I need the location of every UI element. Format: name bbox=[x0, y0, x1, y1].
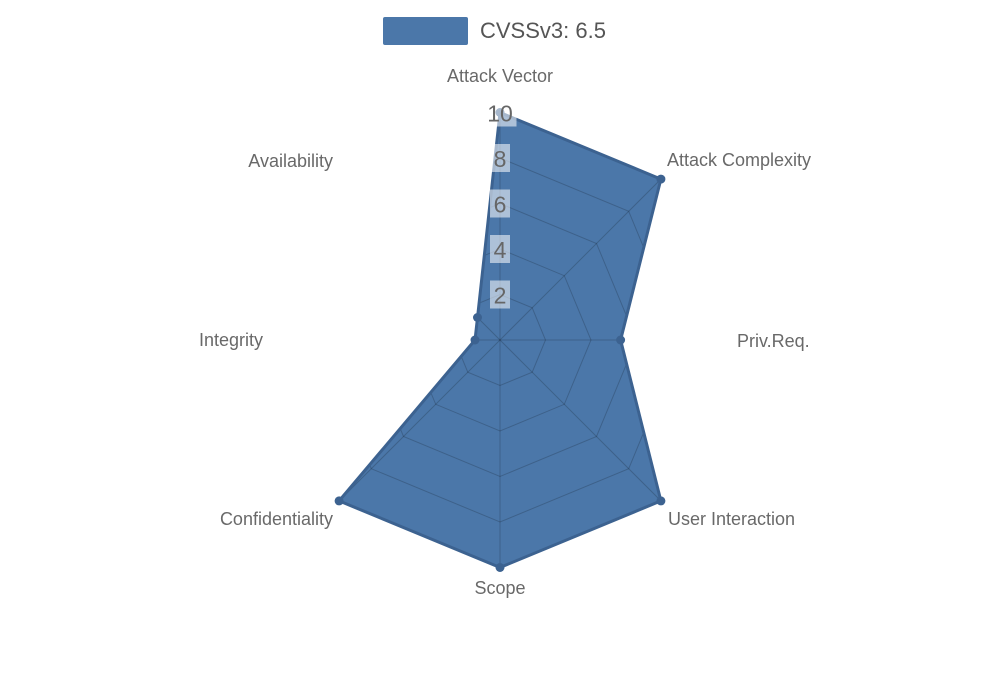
radial-tick-label: 4 bbox=[494, 237, 507, 263]
axis-label-user-interaction: User Interaction bbox=[668, 509, 795, 529]
grid-spoke bbox=[339, 339, 501, 502]
vertex-marker[interactable] bbox=[334, 496, 344, 506]
legend-swatch-icon bbox=[383, 17, 468, 45]
radial-tick-label: 10 bbox=[487, 101, 513, 127]
radial-tick: 4 bbox=[490, 235, 510, 263]
radial-tick: 8 bbox=[490, 144, 510, 172]
axis-label-availability: Availability bbox=[248, 151, 333, 171]
axis-label-confidentiality: Confidentiality bbox=[220, 509, 333, 529]
vertex-marker[interactable] bbox=[495, 563, 505, 572]
radial-tick: 10 bbox=[483, 98, 517, 127]
radial-tick-bg bbox=[490, 280, 510, 309]
radar-series-fill[interactable] bbox=[339, 112, 661, 568]
radial-tick-bg bbox=[490, 144, 510, 172]
axis-label-attack-complexity: Attack Complexity bbox=[667, 150, 811, 170]
axis-label-scope: Scope bbox=[474, 578, 525, 598]
grid-spoke bbox=[499, 178, 661, 341]
radial-tick: 6 bbox=[490, 189, 510, 218]
grid-spoke bbox=[499, 339, 661, 502]
axis-label-priv-req: Priv.Req. bbox=[737, 331, 810, 351]
radial-tick-bg bbox=[483, 98, 517, 127]
radial-tick-bg bbox=[490, 189, 510, 218]
radial-tick: 2 bbox=[490, 280, 510, 309]
vertex-marker[interactable] bbox=[656, 496, 666, 506]
axis-label-attack-vector: Attack Vector bbox=[447, 66, 553, 86]
vertex-marker[interactable] bbox=[616, 335, 626, 345]
legend[interactable]: CVSSv3: 6.5 bbox=[383, 17, 606, 45]
vertex-marker[interactable] bbox=[470, 335, 480, 345]
legend-label: CVSSv3: 6.5 bbox=[480, 18, 606, 43]
radial-tick-bg bbox=[490, 235, 510, 263]
vertex-marker[interactable] bbox=[656, 174, 666, 184]
radial-tick-label: 2 bbox=[494, 283, 507, 309]
axis-label-integrity: Integrity bbox=[199, 330, 263, 350]
radial-tick-label: 6 bbox=[494, 192, 507, 218]
radial-tick-label: 8 bbox=[494, 146, 507, 172]
vertex-marker[interactable] bbox=[473, 313, 482, 322]
